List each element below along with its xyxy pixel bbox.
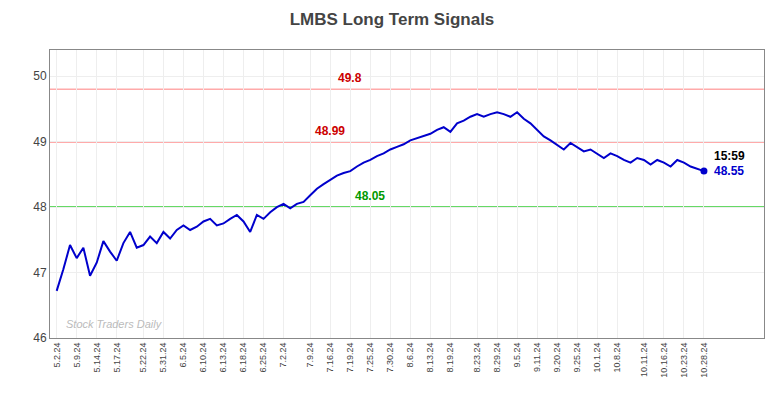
svg-text:7.2.24: 7.2.24 bbox=[278, 343, 288, 368]
svg-text:7.25.24: 7.25.24 bbox=[365, 343, 375, 373]
svg-text:6.5.24: 6.5.24 bbox=[178, 343, 188, 368]
svg-text:7.19.24: 7.19.24 bbox=[345, 343, 355, 373]
svg-text:8.13.24: 8.13.24 bbox=[425, 343, 435, 373]
svg-text:50: 50 bbox=[33, 69, 47, 83]
svg-text:LMBS Long Term Signals: LMBS Long Term Signals bbox=[290, 10, 495, 29]
svg-text:10.16.24: 10.16.24 bbox=[659, 343, 669, 378]
svg-text:6.13.24: 6.13.24 bbox=[218, 343, 228, 373]
svg-text:5.9.24: 5.9.24 bbox=[72, 343, 82, 368]
svg-text:7.16.24: 7.16.24 bbox=[325, 343, 335, 373]
svg-text:10.8.24: 10.8.24 bbox=[612, 343, 622, 373]
svg-text:5.17.24: 5.17.24 bbox=[112, 343, 122, 373]
svg-text:5.22.24: 5.22.24 bbox=[138, 343, 148, 373]
svg-text:8.23.24: 8.23.24 bbox=[472, 343, 482, 373]
svg-text:10.23.24: 10.23.24 bbox=[679, 343, 689, 378]
svg-text:47: 47 bbox=[33, 266, 47, 280]
svg-text:49.8: 49.8 bbox=[338, 71, 362, 85]
svg-text:9.11.24: 9.11.24 bbox=[532, 343, 542, 372]
svg-text:9.20.24: 9.20.24 bbox=[552, 343, 562, 373]
svg-text:49: 49 bbox=[33, 135, 47, 149]
svg-text:8.19.24: 8.19.24 bbox=[445, 343, 455, 373]
svg-text:10.28.24: 10.28.24 bbox=[699, 343, 709, 378]
svg-text:9.25.24: 9.25.24 bbox=[572, 343, 582, 373]
svg-text:48.55: 48.55 bbox=[714, 164, 744, 178]
svg-text:8.6.24: 8.6.24 bbox=[405, 343, 415, 368]
svg-text:Stock Traders Daily: Stock Traders Daily bbox=[66, 318, 163, 330]
svg-text:6.18.24: 6.18.24 bbox=[238, 343, 248, 373]
svg-text:48: 48 bbox=[33, 200, 47, 214]
svg-text:5.14.24: 5.14.24 bbox=[92, 343, 102, 373]
svg-text:48.05: 48.05 bbox=[355, 189, 385, 203]
svg-text:8.29.24: 8.29.24 bbox=[492, 343, 502, 373]
svg-text:48.99: 48.99 bbox=[315, 124, 345, 138]
svg-text:5.31.24: 5.31.24 bbox=[158, 343, 168, 373]
svg-text:6.10.24: 6.10.24 bbox=[198, 343, 208, 373]
svg-text:15:59: 15:59 bbox=[714, 149, 745, 163]
svg-text:10.11.24: 10.11.24 bbox=[639, 343, 649, 377]
svg-text:46: 46 bbox=[33, 331, 47, 345]
svg-text:7.30.24: 7.30.24 bbox=[385, 343, 395, 373]
svg-text:10.1.24: 10.1.24 bbox=[592, 343, 602, 373]
svg-text:6.25.24: 6.25.24 bbox=[258, 343, 268, 373]
svg-text:5.2.24: 5.2.24 bbox=[52, 343, 62, 368]
svg-text:9.5.24: 9.5.24 bbox=[512, 343, 522, 368]
svg-text:7.9.24: 7.9.24 bbox=[305, 343, 315, 368]
